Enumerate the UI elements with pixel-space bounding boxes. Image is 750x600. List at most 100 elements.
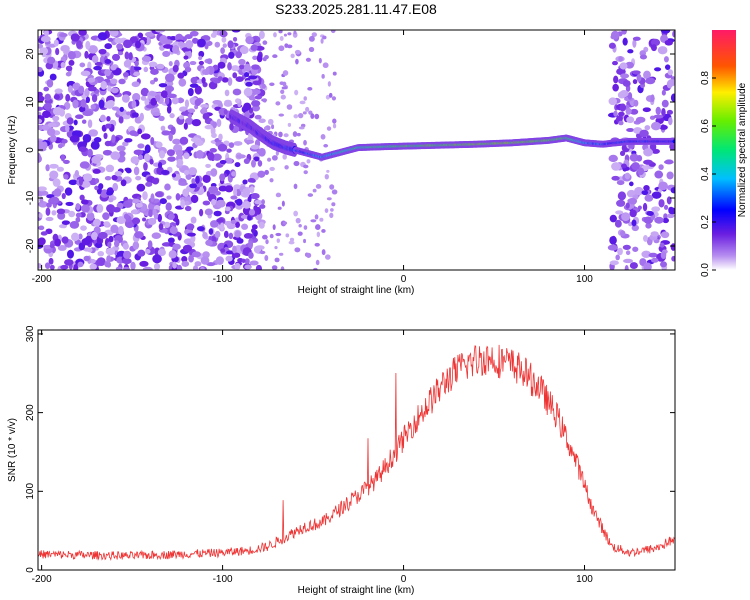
spectrogram-cell: [251, 159, 256, 168]
spectrogram-cell: [61, 236, 69, 244]
spectrogram-cell: [121, 258, 132, 265]
spectrogram-cell: [122, 71, 129, 78]
spectrogram-cell: [68, 59, 75, 66]
spectrogram-cell: [285, 233, 290, 238]
spectrogram-cell: [98, 48, 107, 55]
spectrogram-cell: [86, 212, 95, 221]
spectrogram-cell: [227, 77, 233, 86]
spectrogram-cell: [149, 79, 156, 85]
spectrogram-cell: [213, 210, 222, 217]
spectrogram-cell: [257, 170, 266, 178]
spectrogram-cell: [314, 113, 320, 120]
spectrogram-cell: [116, 145, 126, 152]
spectrogram-cell: [56, 166, 64, 172]
spectrogram-x-tick-label: -200: [32, 274, 52, 285]
spectrogram-cell: [610, 30, 620, 40]
spectrogram-cell: [216, 218, 224, 223]
spectrogram-cell: [187, 87, 194, 97]
spectrogram-cell: [106, 190, 114, 196]
spectrogram-cell: [228, 232, 234, 240]
spectrogram-cell: [61, 192, 66, 200]
spectrogram-cell: [128, 52, 133, 61]
spectrogram-cell: [195, 150, 204, 159]
spectrogram-cell: [326, 197, 332, 201]
spectrogram-cell: [172, 64, 179, 73]
spectrogram-cell: [622, 244, 631, 250]
spectrogram-cell: [104, 140, 112, 147]
spectrogram-cell: [169, 113, 175, 119]
spectrogram-cell: [116, 43, 124, 50]
spectrogram-cell: [328, 92, 333, 98]
spectrogram-x-tick-label: 0: [401, 274, 407, 285]
spectrogram-cell: [297, 112, 304, 119]
spectrogram-cell: [278, 30, 283, 34]
spectrogram-cell: [670, 243, 675, 251]
spectrogram-cell: [303, 238, 307, 244]
spectrogram-cell: [273, 32, 277, 38]
spectrogram-cell: [274, 257, 280, 263]
spectrogram-cell: [110, 64, 117, 71]
spectrogram-cell: [233, 188, 238, 197]
spectrogram-cell: [253, 245, 262, 254]
spectrogram-cell: [38, 153, 42, 163]
spectrogram-cell: [668, 207, 675, 215]
spectrogram-cell: [181, 256, 188, 263]
spectrogram-cell: [63, 159, 70, 164]
spectrogram-cell: [216, 118, 222, 128]
spectrogram-cell: [61, 138, 68, 144]
spectrogram-cell: [178, 41, 184, 47]
spectrogram-cell: [241, 258, 246, 263]
spectrogram-cell: [40, 35, 51, 43]
spectrogram-cell: [87, 61, 92, 71]
spectrogram-cell: [243, 102, 252, 111]
spectrogram-cell: [140, 87, 149, 97]
spectrogram-cell: [224, 206, 231, 212]
spectrogram-cell: [157, 162, 163, 169]
spectrogram-cell: [637, 205, 642, 210]
spectrogram-cell: [64, 259, 74, 266]
spectrogram-cell: [103, 221, 110, 227]
spectrogram-cell: [663, 204, 669, 210]
spectrogram-cell: [660, 261, 668, 268]
spectrogram-cell: [180, 199, 186, 209]
spectrogram-cell: [289, 237, 295, 242]
spectrogram-cell: [249, 260, 259, 266]
spectrogram-cell: [217, 61, 226, 69]
spectrogram-cell: [295, 217, 301, 224]
spectrogram-cell: [40, 231, 48, 236]
spectrogram-cell: [45, 207, 51, 216]
spectrogram-cell: [218, 185, 228, 192]
spectrogram-cell: [616, 180, 625, 186]
spectrogram-cell: [622, 37, 628, 46]
spectrogram-cell: [111, 53, 121, 61]
spectrogram-cell: [133, 166, 140, 176]
colorbar-gradient: [712, 30, 736, 270]
spectrogram-cell: [98, 183, 104, 190]
spectrogram-cell: [650, 121, 661, 131]
spectrogram-cell: [643, 262, 652, 270]
spectrogram-cell: [282, 221, 288, 225]
spectrogram-cell: [164, 97, 170, 105]
spectrogram-cell: [645, 222, 652, 229]
spectrogram-cell: [60, 264, 69, 270]
spectrogram-cell: [295, 58, 299, 65]
spectrogram-cell: [140, 133, 151, 140]
spectrogram-cell: [200, 256, 210, 265]
spectrogram-cell: [186, 146, 194, 151]
spectrogram-cell: [621, 163, 627, 169]
spectrogram-cell: [131, 112, 139, 118]
spectrogram-cell: [224, 89, 230, 97]
spectrogram-cell: [636, 155, 643, 162]
spectrogram-cell: [234, 230, 241, 238]
spectrogram-cell: [258, 118, 266, 124]
spectrogram-cell: [188, 167, 198, 176]
spectrogram-cell: [64, 187, 73, 196]
spectrogram-cell: [632, 79, 638, 85]
spectrogram-cell: [663, 56, 669, 63]
spectrogram-cell: [258, 147, 266, 157]
spectrogram-cell: [229, 122, 234, 131]
spectrogram-cell: [142, 217, 147, 222]
spectrogram-cell: [67, 85, 73, 93]
spectrogram-cell: [110, 87, 119, 94]
spectrogram-cell: [202, 251, 210, 259]
